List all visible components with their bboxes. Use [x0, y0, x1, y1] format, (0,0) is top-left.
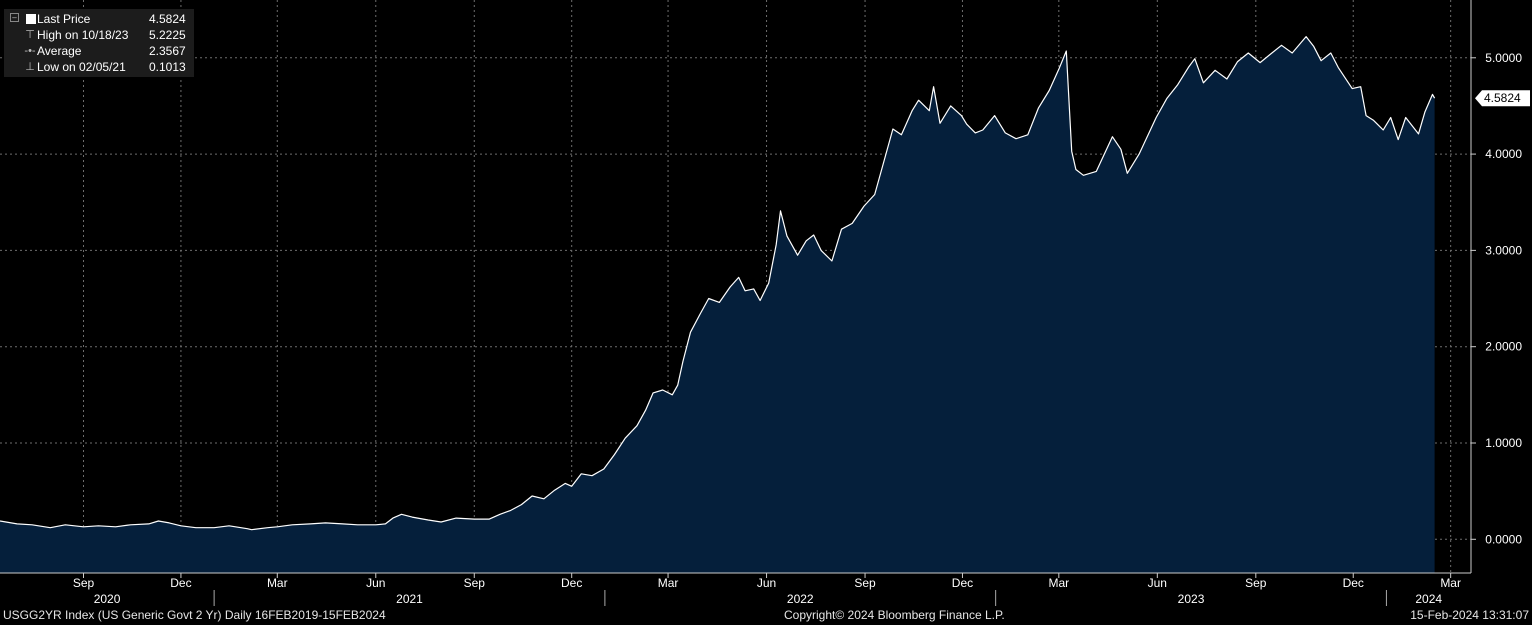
low-marker-icon: ⊥ — [25, 61, 35, 73]
x-axis: Sep Dec Mar Jun Sep Dec Mar Jun Sep Dec Mar Jun Sep D… — [0, 572, 1471, 606]
legend-value: 5.2225 — [149, 28, 186, 42]
year-label: 2024 — [1415, 592, 1442, 606]
x-tick-label: Mar — [1440, 576, 1461, 590]
year-label: 2023 — [1178, 592, 1205, 606]
year-label: 2021 — [396, 592, 423, 606]
x-tick-label: Jun — [1148, 576, 1167, 590]
year-label: 2022 — [787, 592, 814, 606]
y-tick-label: 4.0000 — [1485, 147, 1522, 161]
y-tick-label: 3.0000 — [1485, 243, 1522, 257]
x-tick-label: Mar — [658, 576, 679, 590]
legend-last-price[interactable]: Last Price 4.5824 — [4, 11, 194, 27]
last-price-tag — [1475, 90, 1530, 107]
ticker-description: USGG2YR Index (US Generic Govt 2 Yr) Dai… — [3, 608, 386, 622]
y-tick-label: 2.0000 — [1485, 340, 1522, 354]
y-tick-label: 5.0000 — [1485, 51, 1522, 65]
x-tick-label: Sep — [1245, 576, 1267, 590]
legend-low[interactable]: ⊥ Low on 02/05/21 0.1013 — [4, 59, 194, 75]
square-icon — [26, 14, 36, 24]
legend-value: 4.5824 — [149, 12, 186, 26]
x-tick-label: Dec — [170, 576, 191, 590]
price-area — [0, 36, 1435, 574]
x-tick-label: Dec — [1343, 576, 1364, 590]
legend-average[interactable]: -•- Average 2.3567 — [4, 43, 194, 59]
price-line — [0, 36, 1436, 531]
high-marker-icon: ⊤ — [25, 29, 35, 41]
legend-label: Low on 02/05/21 — [37, 60, 126, 74]
x-tick-label: Dec — [952, 576, 973, 590]
year-label: 2020 — [94, 592, 121, 606]
x-tick-label: Dec — [561, 576, 582, 590]
legend-label: Last Price — [37, 12, 91, 26]
timestamp: 15-Feb-2024 13:31:07 — [1410, 608, 1529, 622]
x-tick-label: Sep — [464, 576, 486, 590]
legend-panel: – Last Price 4.5824 ⊤ High on 10/18/23 5… — [4, 9, 194, 77]
x-tick-label: Mar — [1048, 576, 1069, 590]
collapse-icon[interactable]: – — [10, 13, 19, 22]
legend-label: High on 10/18/23 — [37, 28, 129, 42]
legend-value: 2.3567 — [149, 44, 186, 58]
average-marker-icon: -•- — [24, 45, 36, 57]
last-price-marker: 4.5824 — [1475, 90, 1530, 107]
legend-high[interactable]: ⊤ High on 10/18/23 5.2225 — [4, 27, 194, 43]
legend-value: 0.1013 — [149, 60, 186, 74]
legend-label: Average — [37, 44, 82, 58]
y-tick-label: 1.0000 — [1485, 436, 1522, 450]
x-tick-label: Sep — [854, 576, 876, 590]
last-price-label: 4.5824 — [1484, 91, 1521, 105]
x-tick-label: Jun — [366, 576, 385, 590]
y-axis: 0.0000 1.0000 2.0000 3.0000 4.0000 5.0000 — [1470, 0, 1522, 573]
copyright-notice: Copyright© 2024 Bloomberg Finance L.P. — [784, 608, 1005, 622]
x-tick-label: Sep — [73, 576, 95, 590]
x-tick-label: Mar — [267, 576, 288, 590]
y-tick-label: 0.0000 — [1485, 532, 1522, 546]
x-tick-label: Jun — [757, 576, 776, 590]
